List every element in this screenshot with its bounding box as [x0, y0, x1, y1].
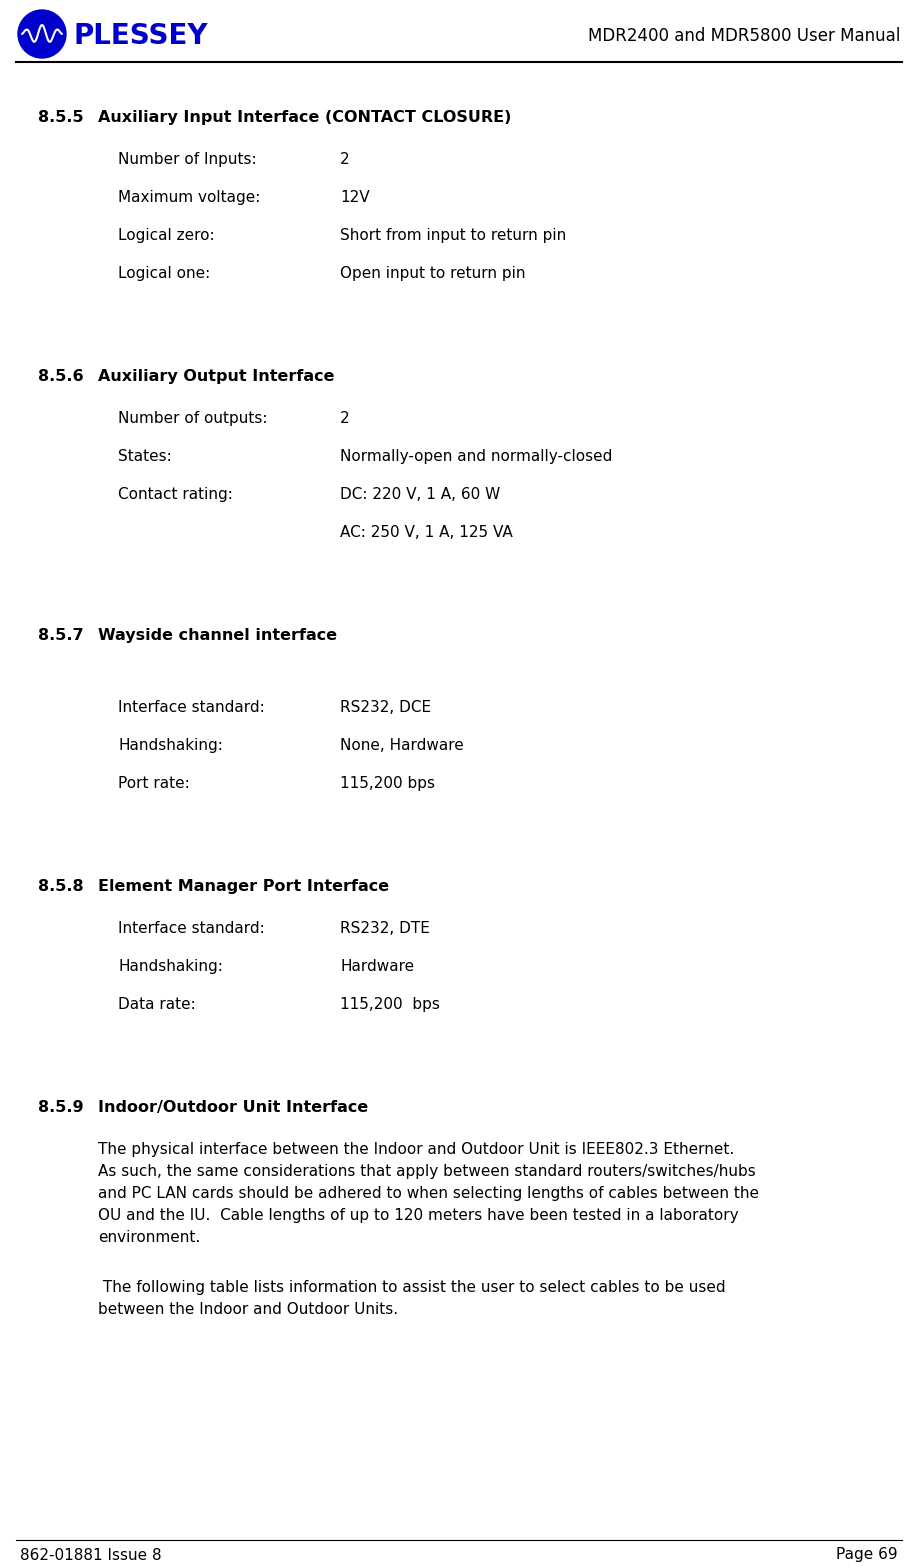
Text: The following table lists information to assist the user to select cables to be : The following table lists information to… [98, 1280, 725, 1294]
Text: MDR2400 and MDR5800 User Manual: MDR2400 and MDR5800 User Manual [588, 27, 900, 45]
Text: 12V: 12V [340, 190, 370, 205]
Text: DC: 220 V, 1 A, 60 W: DC: 220 V, 1 A, 60 W [340, 487, 500, 501]
Text: 8.5.5: 8.5.5 [38, 110, 84, 125]
Text: Number of Inputs:: Number of Inputs: [118, 152, 257, 168]
Text: None, Hardware: None, Hardware [340, 738, 464, 754]
Text: Interface standard:: Interface standard: [118, 921, 264, 935]
Text: 8.5.7: 8.5.7 [38, 628, 84, 642]
Text: Number of outputs:: Number of outputs: [118, 411, 267, 426]
Text: Element Manager Port Interface: Element Manager Port Interface [98, 879, 389, 895]
Text: Port rate:: Port rate: [118, 776, 190, 791]
Text: Contact rating:: Contact rating: [118, 487, 233, 501]
Text: Logical one:: Logical one: [118, 266, 210, 280]
Text: Data rate:: Data rate: [118, 997, 196, 1012]
Text: AC: 250 V, 1 A, 125 VA: AC: 250 V, 1 A, 125 VA [340, 525, 513, 541]
Circle shape [18, 9, 66, 58]
Text: and PC LAN cards should be adhered to when selecting lengths of cables between t: and PC LAN cards should be adhered to wh… [98, 1186, 759, 1200]
Text: Interface standard:: Interface standard: [118, 700, 264, 715]
Text: Indoor/Outdoor Unit Interface: Indoor/Outdoor Unit Interface [98, 1100, 368, 1116]
Text: Handshaking:: Handshaking: [118, 738, 223, 754]
Text: between the Indoor and Outdoor Units.: between the Indoor and Outdoor Units. [98, 1302, 398, 1316]
Text: 862-01881 Issue 8: 862-01881 Issue 8 [20, 1548, 162, 1562]
Text: Page 69: Page 69 [836, 1548, 898, 1562]
Text: 8.5.8: 8.5.8 [38, 879, 84, 895]
Text: OU and the IU.  Cable lengths of up to 120 meters have been tested in a laborato: OU and the IU. Cable lengths of up to 12… [98, 1208, 739, 1222]
Text: 2: 2 [340, 152, 350, 168]
Text: Hardware: Hardware [340, 959, 414, 975]
Text: 8.5.9: 8.5.9 [38, 1100, 84, 1116]
Text: 115,200  bps: 115,200 bps [340, 997, 440, 1012]
Text: PLESSEY: PLESSEY [74, 22, 208, 50]
Text: Open input to return pin: Open input to return pin [340, 266, 525, 280]
Text: RS232, DCE: RS232, DCE [340, 700, 431, 715]
Text: Auxiliary Input Interface (CONTACT CLOSURE): Auxiliary Input Interface (CONTACT CLOSU… [98, 110, 511, 125]
Text: Logical zero:: Logical zero: [118, 229, 215, 243]
Text: Auxiliary Output Interface: Auxiliary Output Interface [98, 368, 334, 384]
Text: 8.5.6: 8.5.6 [38, 368, 84, 384]
Text: The physical interface between the Indoor and Outdoor Unit is IEEE802.3 Ethernet: The physical interface between the Indoo… [98, 1142, 734, 1156]
Text: 2: 2 [340, 411, 350, 426]
Text: environment.: environment. [98, 1230, 200, 1246]
Text: RS232, DTE: RS232, DTE [340, 921, 430, 935]
Text: Wayside channel interface: Wayside channel interface [98, 628, 337, 642]
Text: Maximum voltage:: Maximum voltage: [118, 190, 261, 205]
Text: As such, the same considerations that apply between standard routers/switches/hu: As such, the same considerations that ap… [98, 1164, 756, 1178]
Text: States:: States: [118, 450, 172, 464]
Text: Short from input to return pin: Short from input to return pin [340, 229, 566, 243]
Text: Handshaking:: Handshaking: [118, 959, 223, 975]
Text: Normally-open and normally-closed: Normally-open and normally-closed [340, 450, 612, 464]
Text: 115,200 bps: 115,200 bps [340, 776, 435, 791]
